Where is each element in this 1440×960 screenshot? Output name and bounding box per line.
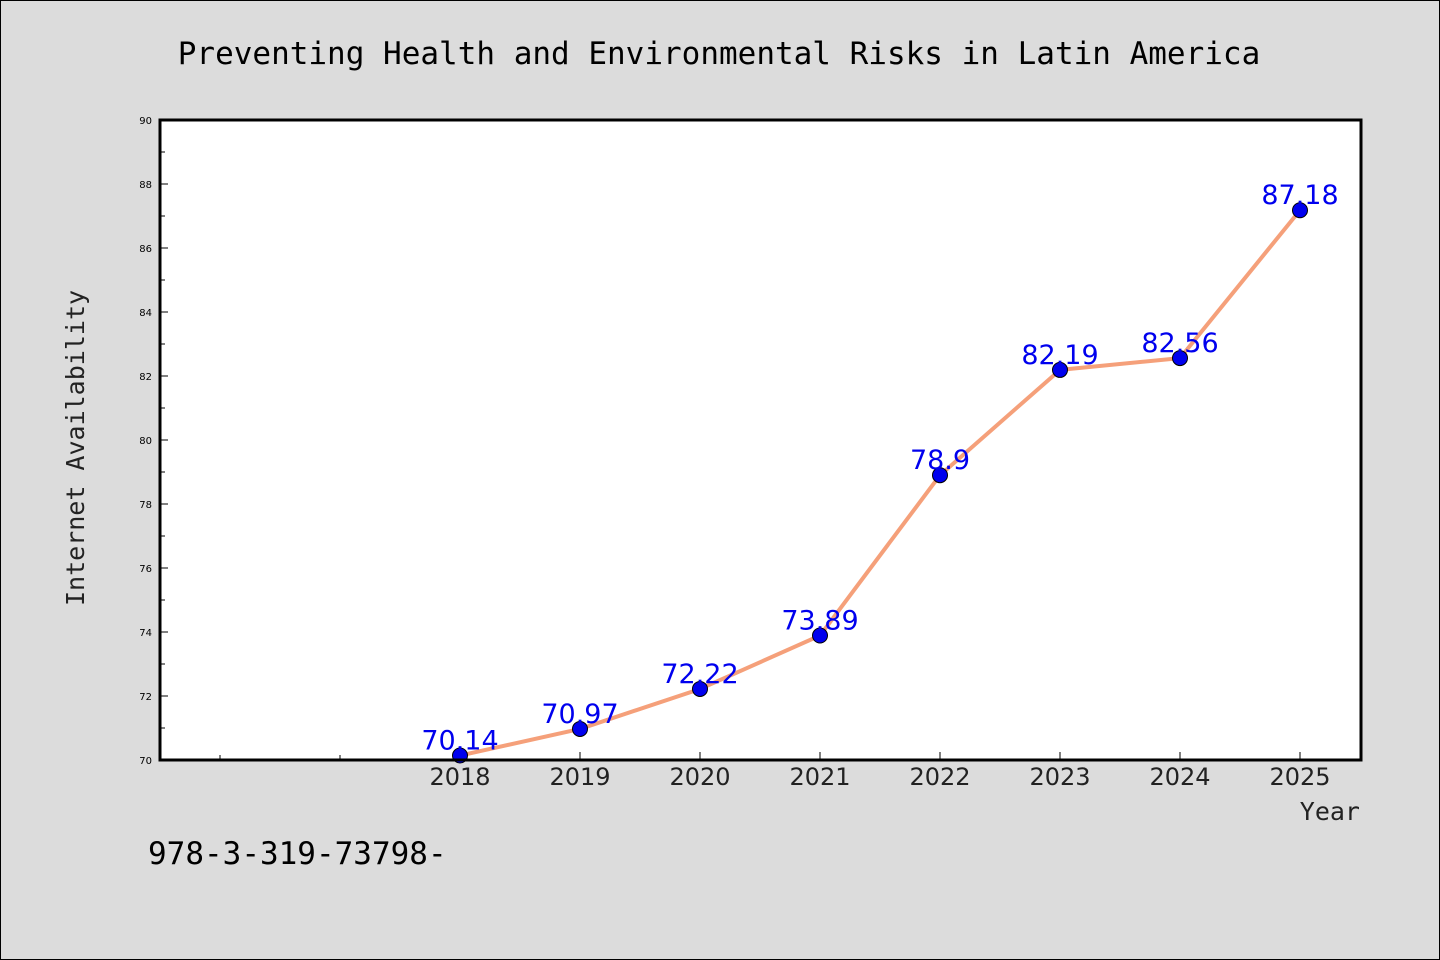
y-axis: 70 72 74 76 78 80 82 84 86 88 90 — [139, 116, 168, 767]
x-axis-label: Year — [1300, 797, 1360, 826]
data-labels: 70.14 70.97 72.22 73.89 78.9 82.19 82.56 87.18 — [421, 180, 1338, 756]
plot-area — [160, 120, 1361, 760]
data-point — [1292, 202, 1308, 219]
x-tick-label: 2018 — [429, 763, 490, 791]
x-tick-label: 2021 — [789, 763, 850, 791]
y-tick-label: 80 — [139, 436, 152, 447]
data-point — [692, 680, 708, 697]
footer-note: 978-3-319-73798- — [148, 836, 447, 872]
y-tick-label: 86 — [139, 244, 152, 255]
x-tick-label: 2020 — [669, 763, 730, 791]
data-label: 82.56 — [1141, 328, 1218, 359]
y-tick-label: 78 — [139, 500, 152, 511]
y-tick-label: 88 — [139, 180, 152, 191]
data-label: 72.22 — [661, 659, 738, 690]
data-point — [1052, 361, 1068, 378]
chart-title: Preventing Health and Environmental Risk… — [178, 36, 1261, 72]
y-tick-label: 70 — [139, 756, 152, 767]
data-point — [1172, 350, 1188, 367]
series-line — [458, 208, 1302, 758]
y-tick-label: 74 — [139, 628, 152, 639]
y-axis-label: Internet Availability — [61, 290, 90, 606]
data-point — [812, 627, 828, 644]
data-label: 78.9 — [910, 445, 970, 476]
x-tick-label: 2019 — [549, 763, 610, 791]
x-axis: 2018 2019 2020 2021 2022 2023 2024 2025 — [219, 752, 1331, 791]
data-point — [572, 720, 588, 737]
plot-border — [158, 118, 1363, 762]
y-tick-label: 76 — [139, 564, 152, 575]
y-tick-label: 72 — [139, 692, 152, 703]
series-markers — [452, 202, 1308, 764]
data-label: 70.97 — [541, 699, 618, 730]
x-tick-label: 2022 — [909, 763, 970, 791]
x-tick-label: 2024 — [1149, 763, 1210, 791]
data-label: 73.89 — [781, 606, 858, 637]
data-label: 70.14 — [421, 726, 498, 757]
y-tick-label: 84 — [139, 308, 152, 319]
y-tick-label: 90 — [139, 116, 152, 127]
data-label: 82.19 — [1021, 340, 1098, 371]
data-point — [932, 467, 948, 484]
data-label: 87.18 — [1261, 180, 1338, 211]
y-tick-label: 82 — [139, 372, 152, 383]
x-tick-label: 2023 — [1029, 763, 1090, 791]
x-tick-label: 2025 — [1269, 763, 1330, 791]
